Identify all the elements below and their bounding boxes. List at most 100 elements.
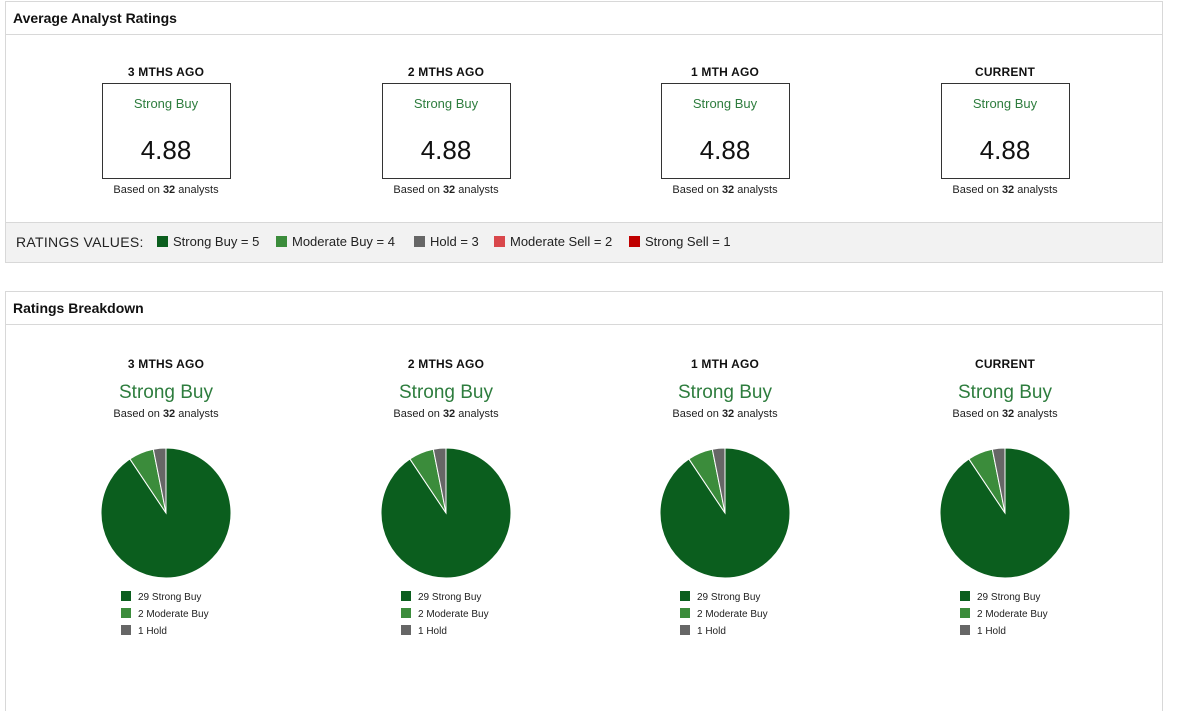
legend-label: 2 Moderate Buy <box>977 609 1048 620</box>
based-on-text: Based on 32 analysts <box>393 184 499 196</box>
rating-score: 4.88 <box>420 135 472 165</box>
legend-label: 2 Moderate Buy <box>418 609 489 620</box>
panel-title: Average Analyst Ratings <box>13 10 177 26</box>
pie-legend-2-months-ago: 29 Strong Buy 2 Moderate Buy 1 Hold <box>401 591 489 642</box>
breakdown-card-1-month-ago: 1 MTH AGO Strong Buy Based on 32 analyst… <box>605 357 845 420</box>
rating-text: Strong Buy <box>413 96 479 111</box>
ratings-breakdown-panel: Ratings Breakdown 3 MTHS AGO Strong Buy … <box>5 291 1163 711</box>
pie-legend-item-hold: 1 Hold <box>960 625 1048 642</box>
legend-item-hold: Hold = 3 <box>414 234 479 249</box>
pie-legend-item-strong-buy: 29 Strong Buy <box>680 591 768 608</box>
legend-swatch <box>121 608 131 618</box>
panel-header: Average Analyst Ratings <box>6 2 1162 35</box>
panel-header: Ratings Breakdown <box>6 292 1162 325</box>
pie-chart-2-months-ago <box>379 446 513 580</box>
panel-title: Ratings Breakdown <box>13 300 144 316</box>
pie-legend-item-hold: 1 Hold <box>401 625 489 642</box>
period-card-3-months-ago: 3 MTHS AGO Strong Buy 4.88 Based on 32 a… <box>46 65 286 196</box>
legend-swatch <box>960 608 970 618</box>
pie-slice-hold[interactable] <box>152 447 167 514</box>
legend-swatch <box>401 608 411 618</box>
pie-legend-item-moderate-buy: 2 Moderate Buy <box>121 608 209 625</box>
legend-label: 29 Strong Buy <box>697 592 761 603</box>
legend-label: 29 Strong Buy <box>138 592 202 603</box>
rating-box: Strong Buy 4.88 <box>940 83 1070 179</box>
period-label: 2 MTHS AGO <box>407 357 485 371</box>
legend-item-strong-buy: Strong Buy = 5 <box>157 234 259 249</box>
legend-item-strong-sell: Strong Sell = 1 <box>629 234 731 249</box>
period-card-1-month-ago: 1 MTH AGO Strong Buy 4.88 Based on 32 an… <box>605 65 845 196</box>
period-label: CURRENT <box>974 65 1036 79</box>
analyst-count: 32 <box>442 408 456 420</box>
rating-score: 4.88 <box>140 135 192 165</box>
legend-swatch <box>121 591 131 601</box>
consensus-rating: Strong Buy <box>678 382 772 403</box>
based-on-text: Based on 32 analysts <box>113 408 219 420</box>
pie-legend-item-strong-buy: 29 Strong Buy <box>121 591 209 608</box>
legend-label: 1 Hold <box>977 626 1006 637</box>
based-on-text: Based on 32 analysts <box>393 408 499 420</box>
period-label: 3 MTHS AGO <box>127 65 205 79</box>
pie-legend-item-strong-buy: 29 Strong Buy <box>960 591 1048 608</box>
period-label: 3 MTHS AGO <box>127 357 205 371</box>
legend-label: 1 Hold <box>418 626 447 637</box>
pie-legend-1-month-ago: 29 Strong Buy 2 Moderate Buy 1 Hold <box>680 591 768 642</box>
rating-box: Strong Buy 4.88 <box>381 83 511 179</box>
rating-box: Strong Buy 4.88 <box>660 83 790 179</box>
legend-swatch <box>401 591 411 601</box>
rating-box: Strong Buy 4.88 <box>101 83 231 179</box>
period-label: 1 MTH AGO <box>690 357 760 371</box>
analyst-count: 32 <box>162 408 176 420</box>
pie-legend-3-months-ago: 29 Strong Buy 2 Moderate Buy 1 Hold <box>121 591 209 642</box>
pie-slice-hold[interactable] <box>711 447 726 514</box>
pie-legend-item-moderate-buy: 2 Moderate Buy <box>960 608 1048 625</box>
period-label: CURRENT <box>974 357 1036 371</box>
legend-item-moderate-buy: Moderate Buy = 4 <box>276 234 395 249</box>
ratings-values-title: RATINGS VALUES: <box>16 234 144 250</box>
breakdown-card-2-months-ago: 2 MTHS AGO Strong Buy Based on 32 analys… <box>326 357 566 420</box>
consensus-rating: Strong Buy <box>958 382 1052 403</box>
pie-legend-item-hold: 1 Hold <box>680 625 768 642</box>
pie-legend-item-moderate-buy: 2 Moderate Buy <box>401 608 489 625</box>
rating-score: 4.88 <box>979 135 1031 165</box>
analyst-count: 32 <box>721 184 735 196</box>
consensus-rating: Strong Buy <box>399 382 493 403</box>
based-on-text: Based on 32 analysts <box>672 408 778 420</box>
period-card-2-months-ago: 2 MTHS AGO Strong Buy 4.88 Based on 32 a… <box>326 65 566 196</box>
legend-label: 29 Strong Buy <box>977 592 1041 603</box>
period-label: 2 MTHS AGO <box>407 65 485 79</box>
pie-chart-svg <box>100 447 232 579</box>
pie-legend-item-hold: 1 Hold <box>121 625 209 642</box>
legend-label: 1 Hold <box>138 626 167 637</box>
analyst-count: 32 <box>721 408 735 420</box>
legend-label: 29 Strong Buy <box>418 592 482 603</box>
pie-legend-current: 29 Strong Buy 2 Moderate Buy 1 Hold <box>960 591 1048 642</box>
analyst-count: 32 <box>1001 184 1015 196</box>
legend-swatch <box>960 625 970 635</box>
breakdown-card-current: CURRENT Strong Buy Based on 32 analysts <box>885 357 1125 420</box>
pie-chart-current <box>938 446 1072 580</box>
ratings-values-legend: RATINGS VALUES: Strong Buy = 5 Moderate … <box>6 222 1162 262</box>
legend-label: 1 Hold <box>697 626 726 637</box>
rating-text: Strong Buy <box>692 96 758 111</box>
rating-text: Strong Buy <box>133 96 199 111</box>
pie-chart-1-month-ago <box>658 446 792 580</box>
legend-swatch <box>629 236 640 247</box>
analyst-count: 32 <box>442 184 456 196</box>
pie-chart-svg <box>659 447 791 579</box>
based-on-text: Based on 32 analysts <box>952 408 1058 420</box>
legend-swatch <box>121 625 131 635</box>
pie-chart-svg <box>380 447 512 579</box>
legend-label: 2 Moderate Buy <box>138 609 209 620</box>
analyst-count: 32 <box>162 184 176 196</box>
legend-swatch <box>494 236 505 247</box>
period-card-current: CURRENT Strong Buy 4.88 Based on 32 anal… <box>885 65 1125 196</box>
pie-legend-item-strong-buy: 29 Strong Buy <box>401 591 489 608</box>
legend-swatch <box>680 591 690 601</box>
period-label: 1 MTH AGO <box>690 65 760 79</box>
pie-slice-hold[interactable] <box>432 447 447 514</box>
pie-slice-hold[interactable] <box>991 447 1006 514</box>
legend-item-moderate-sell: Moderate Sell = 2 <box>494 234 612 249</box>
analyst-count: 32 <box>1001 408 1015 420</box>
pie-chart-3-months-ago <box>99 446 233 580</box>
